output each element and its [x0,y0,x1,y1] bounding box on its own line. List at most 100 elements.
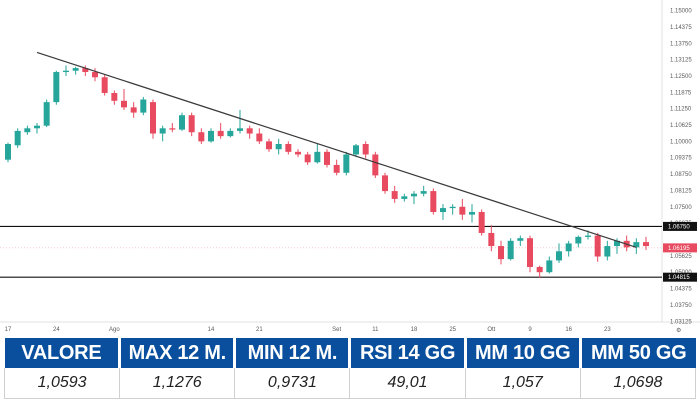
candle-up [5,143,11,160]
candle-down [304,154,311,163]
candle-up [208,130,214,142]
x-tick-label: 21 [256,327,263,333]
x-tick-label: 24 [53,327,60,333]
candle-up [604,246,611,257]
x-tick-label: 14 [208,327,215,333]
candle-down [111,92,118,101]
candle-up [507,240,514,260]
value-mm-10gg: 1,057 [465,368,581,399]
candle-up [517,238,524,241]
y-tick-label: 1.15000 [670,9,692,15]
header-max-12m: MAX 12 M. [119,338,237,368]
x-tick-label: 23 [604,327,611,333]
candle-down [362,143,369,155]
y-tick-label: 1.08125 [670,188,692,194]
stats-value-row: 1,0593 1,1276 0,9731 49,01 1,057 1,0698 [3,368,697,399]
candle-up [440,208,446,213]
candle-down [498,246,504,260]
y-tick-label: 1.03750 [670,303,692,309]
y-tick-label: 1.14375 [670,25,692,31]
candle-down [92,72,98,78]
candle-down [246,128,253,134]
candle-up [34,125,40,129]
y-tick-label: 1.11875 [670,90,692,96]
candle-down [150,102,156,134]
candle-down [372,154,379,176]
candle-up [556,251,562,261]
candle-up [140,99,147,113]
level-price-label: 1.06750 [668,224,690,230]
x-tick-label: 17 [5,327,12,333]
candle-up [275,143,282,150]
candle-up [24,128,31,133]
level-price-label: 1.04815 [668,275,690,281]
candle-down [459,206,466,215]
y-tick-label: 1.11250 [670,107,692,113]
y-tick-label: 1.10000 [670,139,692,145]
candle-up [72,68,79,71]
candle-down [527,238,533,267]
candle-up [633,242,640,248]
candle-up [411,193,417,197]
candle-down [478,212,485,233]
header-mm-10gg: MM 10 GG [465,338,582,368]
candle-up [575,236,582,244]
y-tick-label: 1.04375 [670,287,692,293]
candle-down [536,266,543,273]
candle-up [63,70,69,73]
candle-down [169,128,176,130]
x-tick-label: 16 [565,327,572,333]
candle-up [420,191,427,194]
candle-up [449,206,456,209]
y-tick-label: 1.05625 [670,254,692,260]
last-price-label: 1.06195 [668,246,690,252]
candle-down [324,151,330,165]
stats-table: VALORE MAX 12 M. MIN 12 M. RSI 14 GG MM … [3,338,697,399]
candle-down [594,235,601,257]
candle-down [430,191,437,213]
candle-up [237,128,243,131]
y-tick-label: 1.12500 [670,74,692,80]
x-tick-label: 9 [528,327,532,333]
candle-up [314,151,321,163]
candle-up [614,240,620,247]
candle-down [488,232,495,247]
candle-up [353,145,359,155]
candle-down [256,133,263,142]
stats-header-row: VALORE MAX 12 M. MIN 12 M. RSI 14 GG MM … [4,338,696,368]
level-price-box [663,272,697,282]
candle-up [159,128,166,134]
candle-down [217,130,224,137]
candle-down [188,115,195,133]
gear-icon[interactable]: ⚙ [676,327,681,334]
price-chart: 1.15000 1.14375 1.13750 1.13125 1.12500 1.118… [0,0,700,334]
candle-down [198,132,205,142]
candle-down [333,164,340,173]
candlestick-chart: 1.15000 1.14375 1.13750 1.13125 1.12500 1.118… [0,0,700,334]
value-min-12m: 0,9731 [234,368,351,399]
candle-up [469,212,475,215]
header-rsi-14gg: RSI 14 GG [349,338,467,368]
candle-up [401,196,408,199]
candle-down [266,141,272,150]
candle-up [227,130,234,137]
value-mm-50gg: 1,0698 [580,368,697,399]
value-max-12m: 1,1276 [119,368,236,399]
x-tick-label: Ott [487,327,495,333]
value-valore: 1,0593 [3,368,121,399]
candle-down [295,151,301,155]
header-valore: VALORE [4,338,122,368]
candle-down [285,143,292,152]
y-tick-label: 1.08750 [670,172,692,178]
candle-up [565,243,572,252]
y-tick-label: 1.13125 [670,58,692,64]
x-tick-label: Ago [109,327,120,333]
y-tick-label: 1.07500 [670,205,692,211]
level-price-box [663,221,697,231]
candle-down [101,77,108,93]
candle-up [53,72,60,103]
candle-down [382,175,388,192]
candle-up [343,154,350,173]
candle-up [43,102,50,126]
candle-up [179,115,185,130]
